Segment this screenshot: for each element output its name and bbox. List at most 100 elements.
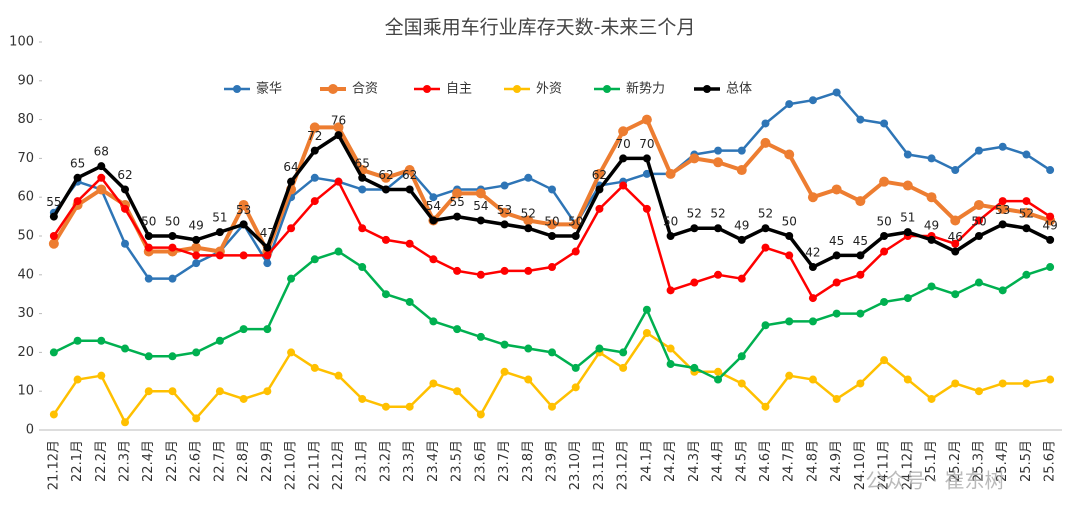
point bbox=[832, 278, 841, 287]
point bbox=[1046, 212, 1055, 221]
point bbox=[192, 235, 201, 244]
x-tick-label: 22.11月 bbox=[307, 440, 322, 490]
point bbox=[1021, 207, 1032, 218]
point bbox=[215, 336, 224, 345]
value-label: 45 bbox=[853, 234, 868, 248]
point bbox=[429, 379, 438, 388]
point bbox=[239, 325, 248, 334]
chart-title: 全国乘用车行业库存天数-未来三个月 bbox=[385, 17, 696, 39]
point bbox=[168, 232, 177, 240]
x-tick-label: 23.3月 bbox=[402, 440, 417, 482]
point bbox=[192, 251, 201, 260]
point bbox=[476, 216, 485, 225]
point bbox=[880, 297, 889, 306]
point bbox=[358, 263, 367, 272]
point bbox=[476, 332, 485, 341]
point bbox=[690, 363, 699, 372]
point bbox=[500, 340, 509, 349]
point bbox=[49, 348, 58, 357]
value-label: 62 bbox=[402, 168, 417, 182]
point bbox=[429, 216, 438, 225]
point bbox=[97, 162, 106, 171]
x-tick-label: 22.9月 bbox=[260, 440, 275, 482]
point bbox=[263, 325, 272, 334]
value-label: 52 bbox=[710, 207, 725, 221]
point bbox=[168, 243, 177, 252]
point bbox=[761, 402, 770, 411]
point bbox=[453, 212, 462, 221]
value-label: 46 bbox=[948, 230, 963, 244]
legend-marker bbox=[513, 85, 521, 93]
point bbox=[619, 154, 628, 163]
point bbox=[808, 317, 817, 326]
point bbox=[761, 243, 770, 252]
point bbox=[571, 363, 580, 372]
point bbox=[524, 224, 533, 233]
point bbox=[973, 199, 984, 210]
point bbox=[168, 387, 177, 396]
point bbox=[500, 181, 509, 190]
y-tick-label: 70 bbox=[17, 151, 34, 166]
point bbox=[49, 232, 58, 240]
point bbox=[500, 367, 509, 376]
point bbox=[73, 336, 82, 345]
point bbox=[902, 180, 913, 191]
point bbox=[974, 278, 983, 287]
x-tick-label: 22.4月 bbox=[141, 440, 156, 482]
point bbox=[856, 309, 865, 318]
x-tick-label: 23.5月 bbox=[450, 440, 465, 482]
point bbox=[192, 414, 201, 423]
x-tick-label: 25.6月 bbox=[1043, 440, 1058, 482]
point bbox=[619, 181, 628, 190]
value-label: 54 bbox=[473, 199, 488, 213]
point bbox=[73, 173, 82, 182]
x-tick-label: 22.7月 bbox=[212, 440, 227, 482]
point bbox=[903, 228, 912, 237]
value-label: 65 bbox=[355, 156, 370, 170]
point bbox=[642, 154, 651, 163]
x-tick-label: 22.8月 bbox=[236, 440, 251, 482]
x-tick-label: 24.11月 bbox=[877, 440, 892, 490]
x-tick-label: 22.3月 bbox=[118, 440, 133, 482]
point bbox=[547, 219, 557, 230]
x-tick-label: 22.10月 bbox=[284, 440, 299, 490]
value-label: 62 bbox=[117, 168, 132, 182]
point bbox=[974, 232, 983, 240]
point bbox=[121, 204, 130, 213]
point bbox=[144, 352, 153, 361]
x-tick-label: 24.8月 bbox=[805, 440, 820, 482]
point bbox=[951, 379, 960, 388]
point bbox=[619, 363, 628, 372]
point bbox=[121, 239, 130, 248]
x-tick-label: 23.4月 bbox=[426, 440, 441, 482]
point bbox=[641, 114, 652, 125]
point bbox=[714, 146, 723, 155]
value-label: 50 bbox=[663, 215, 678, 229]
x-tick-label: 23.7月 bbox=[497, 440, 512, 482]
point bbox=[309, 122, 320, 133]
point bbox=[785, 317, 794, 326]
point bbox=[404, 165, 415, 176]
point bbox=[334, 131, 343, 140]
point bbox=[73, 375, 82, 384]
value-label: 50 bbox=[782, 215, 797, 229]
point bbox=[287, 274, 296, 283]
value-label: 50 bbox=[141, 215, 156, 229]
point bbox=[950, 215, 961, 226]
point bbox=[263, 387, 272, 396]
point bbox=[73, 197, 82, 206]
value-label: 52 bbox=[758, 207, 773, 221]
y-tick-label: 10 bbox=[17, 384, 34, 399]
point bbox=[405, 239, 414, 248]
y-tick-label: 80 bbox=[17, 112, 34, 127]
point bbox=[951, 290, 960, 299]
x-tick-label: 22.6月 bbox=[189, 440, 204, 482]
value-label: 52 bbox=[687, 207, 702, 221]
point bbox=[737, 274, 746, 283]
point bbox=[238, 199, 249, 210]
point bbox=[1046, 235, 1055, 244]
point bbox=[714, 375, 723, 384]
point bbox=[808, 96, 817, 105]
point bbox=[49, 212, 58, 221]
x-tick-label: 22.5月 bbox=[165, 440, 180, 482]
